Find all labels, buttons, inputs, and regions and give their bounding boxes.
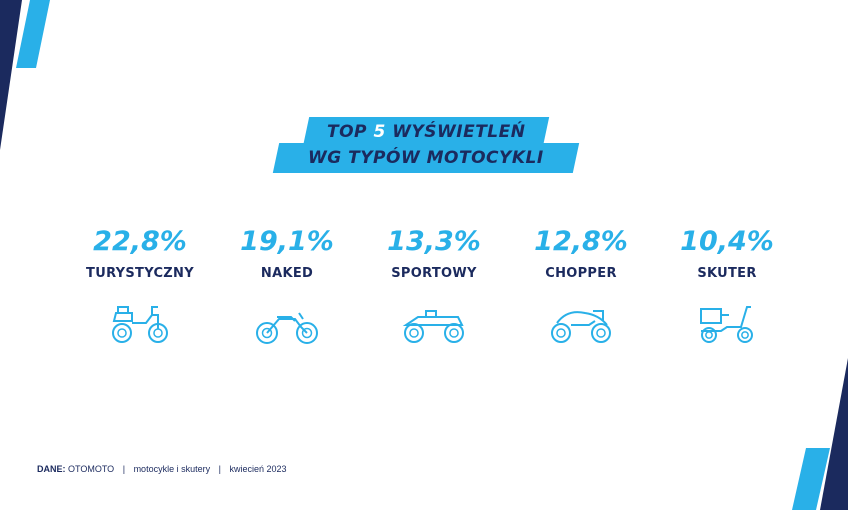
- chart-column: 10,4% SKUTER: [652, 225, 802, 347]
- chopper-motorcycle-icon: [551, 310, 611, 343]
- motorcycle-type-chart: 22,8% TURYSTYCZNY 19,1% NAKED 13,3% SPORTOWY 1…: [0, 225, 848, 375]
- category-label: TURYSTYCZNY: [86, 266, 194, 281]
- title-line2: WG TYPÓW MOTOCYKLI: [308, 148, 544, 168]
- footer-separator: |: [122, 464, 126, 474]
- title-line1: TOP 5 WYŚWIETLEŃ: [326, 122, 526, 142]
- chart-column: 22,8% TURYSTYCZNY: [65, 225, 215, 347]
- category-label: NAKED: [260, 266, 314, 281]
- naked-motorcycle-icon: [256, 312, 318, 344]
- footer-label: DANE:: [37, 464, 66, 474]
- sport-motorcycle-icon: [402, 310, 464, 343]
- blue-stripe: [792, 448, 830, 510]
- chart-column: 12,8% CHOPPER: [506, 225, 656, 347]
- title-number: 5: [373, 122, 386, 142]
- chart-column: 19,1% NAKED: [212, 225, 362, 347]
- value-label: 13,3%: [387, 226, 481, 257]
- value-label: 10,4%: [680, 226, 774, 257]
- scooter-icon: [700, 306, 753, 343]
- source-footer: DANE: OTOMOTO | motocykle i skutery | kw…: [37, 464, 287, 474]
- footer-date: kwiecień 2023: [229, 464, 287, 474]
- value-label: 12,8%: [534, 226, 628, 257]
- value-label: 19,1%: [240, 226, 334, 257]
- bottom-right-stripes: [792, 358, 848, 510]
- category-label: CHOPPER: [545, 266, 617, 281]
- category-label: SKUTER: [697, 266, 757, 281]
- blue-stripe: [16, 0, 50, 68]
- value-label: 22,8%: [93, 226, 187, 257]
- chart-column: 13,3% SPORTOWY: [359, 225, 509, 347]
- footer-segment: motocykle i skutery: [133, 464, 211, 474]
- touring-motorcycle-icon: [112, 306, 168, 343]
- navy-stripe: [820, 358, 848, 510]
- title-banner-line2: WG TYPÓW MOTOCYKLI: [272, 143, 580, 173]
- navy-stripe: [0, 0, 22, 150]
- category-label: SPORTOWY: [391, 266, 477, 281]
- top-left-stripes: [0, 0, 50, 150]
- footer-separator: |: [218, 464, 221, 474]
- footer-source: OTOMOTO: [68, 464, 115, 474]
